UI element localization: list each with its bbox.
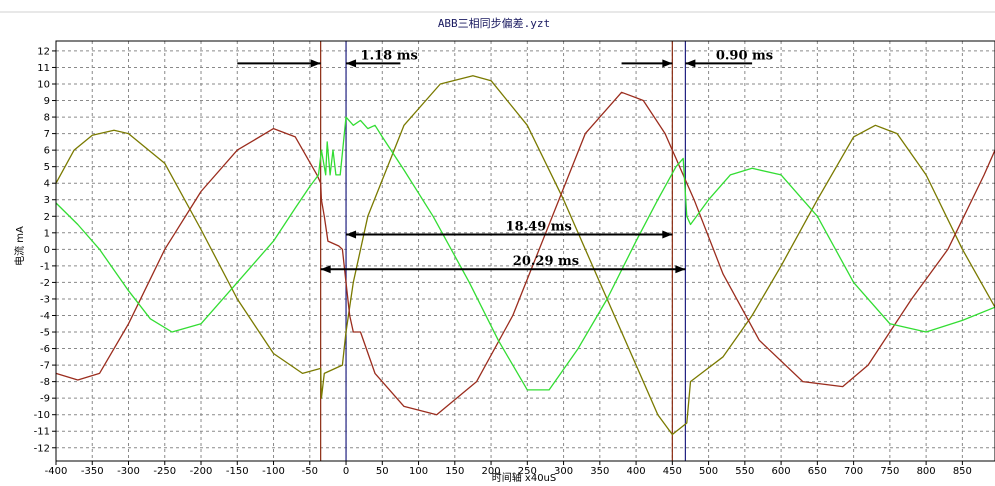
y-tick-label: 9 [44,96,50,107]
annotations: 1.18 ms 0.90 ms 18.49 ms 20.29 ms [237,48,773,274]
arrow-head [310,59,321,68]
annotation-label: 20.29 ms [513,254,579,269]
annotation-label: 1.18 ms [361,48,418,63]
y-axis-label: 电流 mA [13,226,26,266]
x-tick-label: 0 [343,466,349,477]
y-tick-label: 12 [37,46,50,57]
y-tick-label: -3 [40,294,50,305]
y-tick-label: -5 [40,328,50,339]
y-tick-label: 4 [44,179,50,190]
y-tick-label: -10 [34,410,50,421]
y-tick-label: -12 [34,443,50,454]
series [55,75,995,436]
x-axis-label: 时间轴 x40uS [492,471,557,484]
x-tick-label: 50 [376,466,389,477]
x-tick-label: -150 [226,466,249,477]
x-tick-label: -50 [302,466,318,477]
x-tick-label: 300 [554,466,573,477]
x-tick-label: 550 [735,466,754,477]
arrow-head [675,265,686,274]
y-tick-label: 0 [44,245,50,256]
y-tick-label: -9 [40,394,50,405]
x-tick-label: 200 [482,466,501,477]
x-tick-label: 450 [663,466,682,477]
x-tick-label: 150 [445,466,464,477]
x-tick-label: 400 [627,466,646,477]
arrow-head [346,230,357,239]
x-tick-label: 600 [772,466,791,477]
x-tick-label: -100 [262,466,285,477]
grid [55,41,995,461]
x-tick-label: 700 [844,466,863,477]
y-tick-label: -4 [40,311,50,322]
series-line-2 [55,91,995,416]
x-tick-label: 250 [518,466,537,477]
y-tick-label: -7 [40,361,50,372]
y-tick-label: 1 [44,228,50,239]
y-tick-label: 11 [37,63,50,74]
plot-frame [55,40,995,462]
arrow-head [320,265,331,274]
x-tick-label: 100 [409,466,428,477]
arrow-head [346,59,357,68]
x-tick-label: 350 [590,466,609,477]
y-tick-label: -1 [40,261,50,272]
x-tick-label: 800 [917,466,936,477]
series-line-1 [55,75,995,436]
x-tick-label: 850 [953,466,972,477]
x-tick-label: -400 [45,466,68,477]
x-tick-label: -350 [81,466,104,477]
y-tick-label: 7 [44,129,50,140]
y-tick-label: 2 [44,212,50,223]
y-tick-label: -8 [40,377,50,388]
y-tick-label: 3 [44,195,50,206]
chart-title: ABB三相同步偏差.yzt [438,16,550,30]
x-tick-label: -250 [153,466,176,477]
arrow-head [662,59,673,68]
x-tick-label: 500 [699,466,718,477]
y-tick-label: -11 [34,427,50,438]
y-tick-label: -6 [40,344,50,355]
arrow-head [662,230,673,239]
y-tick-label: -2 [40,278,50,289]
series-line-3 [55,116,995,391]
y-tick-label: 6 [44,146,50,157]
y-tick-label: 8 [44,113,50,124]
x-tick-label: 650 [808,466,827,477]
x-tick-label: -200 [190,466,213,477]
x-tick-label: -300 [117,466,140,477]
y-tick-label: 5 [44,162,50,173]
y-tick-label: 10 [37,79,50,90]
annotation-label: 18.49 ms [506,219,572,234]
arrow-head [685,59,696,68]
tick-labels: 1211109876543210-1-2-3-4-5-6-7-8-9-10-11… [34,46,972,477]
x-tick-label: 750 [880,466,899,477]
annotation-label: 0.90 ms [716,48,773,63]
